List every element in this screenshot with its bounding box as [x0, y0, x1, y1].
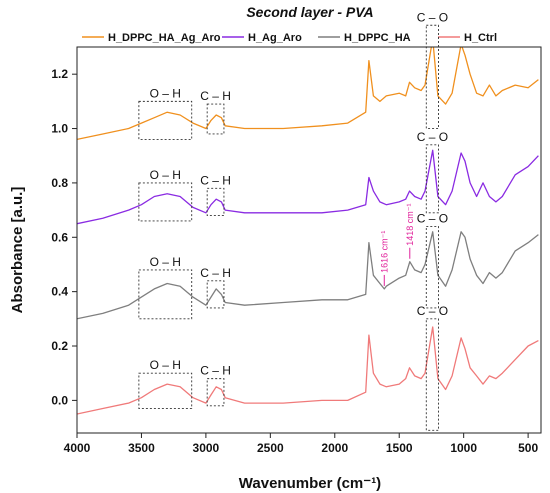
series-line-2 — [77, 149, 539, 225]
x-tick-label-3: 3000 — [193, 441, 220, 455]
plot-area: O – H C – H C – O O – H C – H C – O O – H C – H… — [77, 10, 539, 431]
band-box-5 — [206, 187, 225, 216]
band-box-12 — [425, 318, 439, 431]
legend-label-2: H_Ag_Aro — [248, 32, 302, 44]
band-label-11: C – H — [200, 364, 231, 378]
y-tick-label-7: 1.2 — [51, 67, 68, 81]
y-tick-label-5: 0.8 — [51, 176, 68, 190]
legend-label-4: H_Ctrl — [464, 32, 497, 44]
band-box-3 — [425, 24, 439, 129]
chart-title: Second layer - PVA — [246, 4, 373, 20]
x-tick-label-5: 2000 — [321, 441, 348, 455]
peak-label-1: 1616 cm⁻¹ — [379, 231, 389, 273]
y-tick-label-1: 0.0 — [51, 393, 68, 407]
legend: H_DPPC_HA_Ag_Aro H_Ag_Aro H_DPPC_HA H_Ctrl — [82, 32, 497, 44]
axes: 4000 3500 3000 2500 2000 1500 1000 500 0.0 0.2 0.4… — [51, 46, 542, 455]
x-tick-label-1: 4000 — [64, 441, 91, 455]
peak-label-2: 1418 cm⁻¹ — [405, 203, 415, 245]
x-tick-label-8: 500 — [518, 441, 538, 455]
series-line-3 — [77, 231, 539, 320]
band-box-11 — [206, 378, 225, 407]
band-box-8 — [206, 280, 225, 309]
band-box-2 — [206, 103, 225, 135]
series-line-1 — [77, 47, 539, 141]
legend-label-1: H_DPPC_HA_Ag_Aro — [108, 32, 221, 44]
x-tick-label-7: 1000 — [450, 441, 477, 455]
band-label-7: O – H — [150, 255, 181, 269]
band-box-4 — [138, 182, 193, 222]
band-label-10: O – H — [150, 358, 181, 372]
band-label-4: O – H — [150, 168, 181, 182]
x-tick-label-2: 3500 — [128, 441, 155, 455]
band-label-5: C – H — [200, 173, 231, 187]
y-tick-label-6: 1.0 — [51, 122, 68, 136]
plot-frame — [76, 46, 542, 434]
y-tick-label-3: 0.4 — [51, 285, 68, 299]
y-tick-label-4: 0.6 — [51, 230, 68, 244]
band-box-1 — [138, 100, 193, 140]
band-label-6: C – O — [417, 130, 448, 144]
x-tick-label-6: 1500 — [386, 441, 413, 455]
legend-label-3: H_DPPC_HA — [344, 32, 411, 44]
band-label-2: C – H — [200, 89, 231, 103]
series-line-4 — [77, 326, 539, 415]
band-label-12: C – O — [417, 304, 448, 318]
band-label-8: C – H — [200, 266, 231, 280]
band-label-1: O – H — [150, 86, 181, 100]
y-axis-label: Absorbance [a.u.] — [9, 187, 26, 314]
band-label-3: C – O — [417, 10, 448, 24]
x-tick-label-4: 2500 — [257, 441, 284, 455]
band-box-9 — [425, 225, 439, 309]
y-tick-label-2: 0.2 — [51, 339, 68, 353]
x-axis-label: Wavenumber (cm⁻¹) — [239, 475, 381, 492]
band-box-10 — [138, 372, 193, 409]
band-label-9: C – O — [417, 211, 448, 225]
band-box-7 — [138, 269, 193, 320]
